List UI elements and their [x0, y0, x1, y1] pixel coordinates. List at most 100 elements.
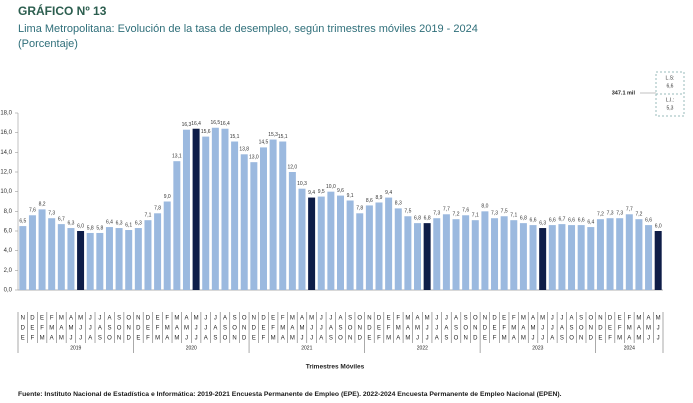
x-tick-label: E	[261, 326, 265, 332]
x-tick-label: S	[464, 316, 468, 322]
x-tick-label: E	[493, 326, 497, 332]
x-tick-label: A	[647, 316, 651, 322]
x-tick-label: F	[627, 316, 631, 322]
x-tick-label: F	[165, 316, 169, 322]
x-tick-label: E	[387, 316, 391, 322]
x-tick-label: D	[589, 336, 594, 342]
x-tick-label: A	[98, 326, 102, 332]
x-tick-label: F	[387, 326, 391, 332]
value-label: 9,5	[318, 189, 325, 195]
bar	[423, 223, 431, 290]
x-tick-label: N	[589, 326, 593, 332]
x-tick-label: D	[608, 316, 613, 322]
value-label: 6,6	[645, 217, 652, 223]
x-tick-label: J	[320, 316, 323, 322]
x-tick-label: M	[78, 316, 83, 322]
x-tick-label: J	[214, 316, 217, 322]
bar	[259, 147, 267, 290]
x-tick-label: A	[435, 336, 439, 342]
x-tick-label: J	[657, 336, 660, 342]
bar	[645, 225, 653, 290]
value-label: 6,3	[135, 220, 142, 226]
x-tick-label: A	[329, 326, 333, 332]
x-tick-label: F	[618, 326, 622, 332]
x-tick-label: O	[338, 336, 343, 342]
value-label: 6,3	[539, 220, 546, 226]
x-tick-label: J	[79, 326, 82, 332]
bar	[577, 225, 585, 290]
x-tick-label: J	[435, 326, 438, 332]
x-tick-label: M	[531, 326, 536, 332]
x-tick-label: N	[598, 316, 602, 322]
x-tick-label: A	[88, 336, 92, 342]
x-tick-label: M	[59, 336, 64, 342]
x-tick-label: J	[310, 326, 313, 332]
x-tick-label: F	[271, 326, 275, 332]
value-label: 15,1	[278, 134, 288, 140]
x-tick-label: A	[338, 316, 342, 322]
bar	[539, 228, 547, 290]
value-label: 16,4	[220, 121, 230, 127]
year-label: 2020	[186, 345, 197, 351]
y-tick-label: 6,0	[4, 229, 13, 235]
x-tick-label: O	[569, 336, 574, 342]
x-tick-label: O	[348, 326, 353, 332]
value-label: 7,5	[501, 209, 508, 215]
x-tick-label: S	[213, 336, 217, 342]
x-tick-label: E	[136, 336, 140, 342]
value-label: 7,2	[597, 212, 604, 218]
annotation: 347.1 mil	[612, 90, 636, 96]
y-tick-label: 12,0	[0, 170, 12, 176]
value-label: 6,6	[549, 217, 556, 223]
x-tick-label: S	[338, 326, 342, 332]
x-tick-label: O	[473, 316, 478, 322]
x-tick-label: A	[637, 326, 641, 332]
value-label: 6,7	[558, 216, 565, 222]
bar	[144, 220, 152, 290]
x-tick-label: J	[560, 316, 563, 322]
bar	[211, 127, 219, 290]
value-label: 16,4	[191, 121, 201, 127]
unit-note: (Porcentaje)	[18, 38, 78, 50]
value-label: 13,0	[249, 154, 259, 160]
value-label: 9,4	[385, 190, 392, 196]
bar	[327, 191, 335, 290]
x-tick-label: E	[146, 326, 150, 332]
x-tick-label: N	[463, 336, 467, 342]
x-tick-label: O	[232, 326, 237, 332]
x-tick-label: N	[21, 316, 25, 322]
y-tick-label: 0,0	[4, 288, 13, 294]
x-tick-label: D	[367, 326, 372, 332]
x-tick-label: E	[30, 326, 34, 332]
bar	[19, 226, 27, 290]
x-tick-label: M	[290, 316, 295, 322]
x-tick-label: A	[290, 326, 294, 332]
bar	[48, 218, 56, 290]
bar	[202, 136, 210, 290]
bar	[462, 215, 470, 290]
x-tick-label: F	[156, 326, 160, 332]
x-tick-label: J	[98, 316, 101, 322]
x-tick-label: D	[483, 326, 488, 332]
chart-title: GRÁFICO Nº 13	[18, 3, 107, 18]
x-tick-label: J	[329, 316, 332, 322]
x-tick-label: M	[290, 336, 295, 342]
x-tick-label: A	[531, 316, 535, 322]
x-tick-label: A	[107, 316, 111, 322]
x-tick-label: A	[300, 316, 304, 322]
x-tick-label: J	[551, 326, 554, 332]
bar	[57, 224, 65, 290]
x-tick-label: J	[204, 316, 207, 322]
x-tick-label: O	[126, 316, 131, 322]
x-tick-label: J	[204, 326, 207, 332]
x-axis-label: Trimestres Móviles	[306, 364, 365, 371]
x-tick-label: E	[483, 336, 487, 342]
x-tick-label: A	[50, 336, 54, 342]
bar	[154, 213, 162, 290]
y-tick-label: 14,0	[0, 150, 12, 156]
value-label: 6,4	[106, 219, 113, 225]
bar	[471, 220, 479, 290]
x-tick-label: J	[185, 336, 188, 342]
x-tick-label: M	[40, 336, 45, 342]
value-label: 8,3	[395, 201, 402, 207]
